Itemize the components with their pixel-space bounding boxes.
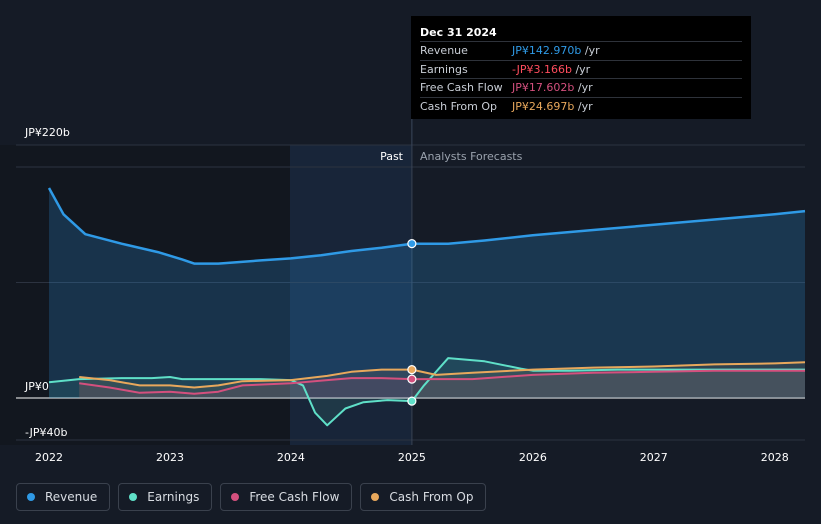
fcf-area [79,370,805,398]
tooltip-row-cfo: Cash From Op JP¥24.697b /yr [420,96,742,116]
tooltip-row-revenue: Revenue JP¥142.970b /yr [420,41,742,60]
tooltip-unit: /yr [577,99,593,113]
legend: Revenue Earnings Free Cash Flow Cash Fro… [16,483,487,511]
past-label: Past [380,150,404,163]
legend-label: Revenue [45,490,98,504]
cfo-marker [407,365,417,375]
y-tick-label: JP¥220b [24,126,70,139]
tooltip-row-earnings: Earnings -JP¥3.166b /yr [420,59,742,79]
y-tick-label: -JP¥40b [25,426,67,439]
legend-item-free-cash-flow[interactable]: Free Cash Flow [220,483,353,511]
x-tick-label: 2022 [35,451,63,464]
tooltip-label: Cash From Op [420,99,498,113]
tooltip-value: JP¥142.970b [512,44,582,57]
legend-item-cash-from-op[interactable]: Cash From Op [360,483,487,511]
revenue-dot-icon [27,493,35,501]
tooltip-label: Revenue [420,44,468,57]
legend-label: Cash From Op [389,490,474,504]
x-tick-label: 2027 [640,451,668,464]
earnings-line [48,357,805,427]
tooltip-label: Earnings [420,62,468,76]
series-lines [47,187,806,427]
legend-item-revenue[interactable]: Revenue [16,483,111,511]
earnings-area [49,358,805,426]
tooltip-row-fcf: Free Cash Flow JP¥17.602b /yr [420,78,742,97]
legend-label: Earnings [147,490,200,504]
legend-label: Free Cash Flow [249,490,340,504]
tooltip: Dec 31 2024 Revenue JP¥142.970b /yr Earn… [411,16,751,119]
revenue-marker [407,239,417,249]
earnings-marker [407,396,417,406]
x-tick-label: 2024 [277,451,305,464]
legend-item-earnings[interactable]: Earnings [118,483,213,511]
cfo-line [79,361,806,389]
revenue-area [49,188,805,398]
tooltip-value: -JP¥3.166b [512,62,572,76]
highlight-region [290,145,411,445]
tooltip-value: JP¥17.602b [512,81,575,94]
y-tick-label: JP¥0 [24,380,49,393]
cfo-area [79,362,805,398]
series-markers [407,239,417,406]
tooltip-label: Free Cash Flow [420,81,503,94]
x-tick-label: 2023 [156,451,184,464]
tooltip-date: Dec 31 2024 [420,26,497,39]
fcf-marker [407,374,417,384]
past-region-dark [0,145,290,445]
fcf-line [79,369,805,395]
revenue-line [47,187,806,265]
tooltip-value: JP¥24.697b [512,99,575,113]
x-tick-label: 2025 [398,451,426,464]
forecast-label: Analysts Forecasts [420,150,523,163]
x-tick-label: 2026 [519,451,547,464]
x-tick-label: 2028 [761,451,789,464]
tooltip-unit: /yr [584,44,600,57]
tooltip-unit: /yr [575,62,591,76]
series-areas [49,188,805,426]
axis-labels: JP¥220b JP¥0 -JP¥40b 2022 2023 2024 2025 2026 20… [24,126,789,464]
fcf-dot-icon [231,493,240,501]
cfo-dot-icon [371,493,380,501]
earnings-dot-icon [129,493,138,501]
tooltip-unit: /yr [577,81,593,94]
